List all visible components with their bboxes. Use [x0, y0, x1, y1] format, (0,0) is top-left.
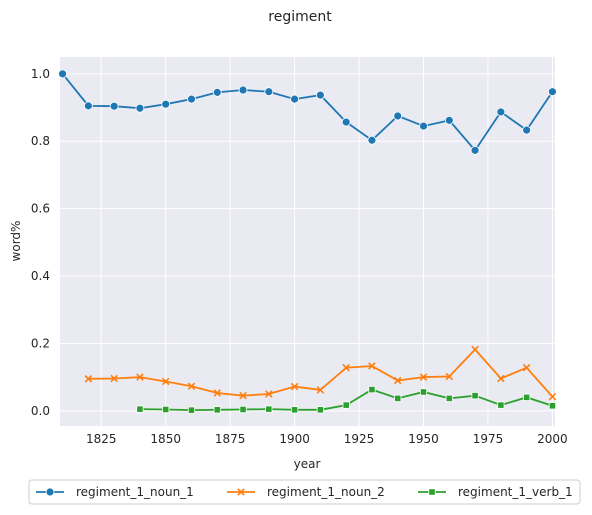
data-point [496, 107, 506, 117]
data-point [58, 69, 67, 79]
data-point [394, 394, 402, 402]
x-tick-label: 1950 [408, 432, 439, 446]
data-point [470, 145, 480, 155]
y-tick-label: 0.4 [31, 269, 50, 283]
legend-item: regiment_1_verb_1 [418, 485, 573, 499]
chart-title: regiment [268, 9, 332, 25]
data-point [393, 111, 403, 121]
data-point [522, 363, 531, 372]
legend-marker [45, 487, 55, 497]
data-point [316, 406, 324, 414]
x-axis-label: year [294, 457, 321, 471]
data-point [265, 390, 273, 398]
data-point [497, 374, 505, 383]
data-point [265, 405, 273, 413]
data-point [497, 401, 505, 409]
data-point [187, 406, 196, 414]
data-point [471, 392, 479, 400]
data-point [110, 374, 118, 383]
legend-label: regiment_1_noun_2 [267, 485, 385, 499]
y-tick-label: 0.6 [31, 202, 50, 216]
data-point [548, 392, 557, 401]
data-point [109, 101, 119, 111]
data-point [136, 405, 144, 413]
x-tick-label: 1850 [150, 432, 181, 446]
data-point [238, 85, 248, 95]
data-point [315, 90, 325, 100]
series-regiment_1_noun_1 [58, 69, 557, 155]
legend-label: regiment_1_noun_1 [76, 485, 194, 499]
data-point [471, 345, 479, 354]
legend-frame [28, 479, 581, 505]
data-point [342, 401, 350, 409]
data-point [84, 375, 93, 383]
data-point [239, 391, 247, 400]
data-point [419, 373, 428, 381]
y-axis-ticks: 0.0 0.2 0.4 0.6 0.8 1.0 [31, 67, 50, 418]
data-point [368, 386, 376, 394]
data-point [212, 87, 222, 97]
data-point [161, 377, 170, 386]
y-axis-label: word% [9, 221, 23, 262]
data-point [135, 103, 145, 113]
x-axis-ticks: 1825 1850 1875 1900 1925 1950 1975 2000 [86, 432, 568, 446]
data-point [83, 101, 93, 111]
data-point [162, 405, 170, 414]
series-regiment_1_noun_2 [84, 345, 557, 401]
series-layer [58, 69, 557, 414]
data-point [187, 382, 196, 391]
y-tick-label: 0.8 [31, 134, 50, 148]
data-point [419, 388, 428, 396]
data-point [393, 376, 402, 385]
data-point [522, 125, 532, 135]
data-point [367, 135, 377, 145]
data-point [342, 363, 350, 372]
data-point [444, 115, 454, 125]
legend: regiment_1_noun_1 regiment_1_noun_2 regime… [28, 479, 581, 505]
data-point [291, 406, 299, 414]
y-tick-label: 1.0 [31, 67, 50, 81]
legend-marker [428, 488, 436, 496]
data-point [341, 117, 351, 127]
x-tick-label: 1825 [86, 432, 117, 446]
data-point [316, 386, 325, 394]
legend-item: regiment_1_noun_2 [227, 485, 385, 499]
data-point [445, 372, 454, 381]
series-regiment_1_verb_1 [136, 386, 557, 414]
data-point [523, 393, 531, 401]
legend-item: regiment_1_noun_1 [36, 485, 194, 499]
data-point [548, 402, 557, 410]
x-tick-label: 1900 [279, 432, 310, 446]
data-point [264, 87, 274, 97]
y-tick-label: 0.2 [31, 336, 50, 350]
legend-marker [237, 488, 245, 496]
data-point [368, 362, 376, 370]
x-tick-label: 1975 [473, 432, 504, 446]
grid [60, 57, 555, 426]
data-point [187, 94, 196, 104]
data-point [548, 87, 557, 97]
data-point [239, 405, 247, 414]
data-point [213, 389, 222, 397]
plot-area [60, 57, 555, 426]
data-point [445, 394, 453, 402]
legend-label: regiment_1_verb_1 [458, 485, 573, 499]
data-point [136, 373, 144, 381]
y-tick-label: 0.0 [31, 404, 50, 418]
data-point [290, 94, 300, 104]
data-point [213, 406, 221, 414]
x-tick-label: 1875 [215, 432, 246, 446]
x-tick-label: 2000 [537, 432, 568, 446]
data-point [290, 382, 299, 391]
x-tick-label: 1925 [344, 432, 375, 446]
data-point [419, 121, 428, 131]
data-point [161, 99, 171, 109]
